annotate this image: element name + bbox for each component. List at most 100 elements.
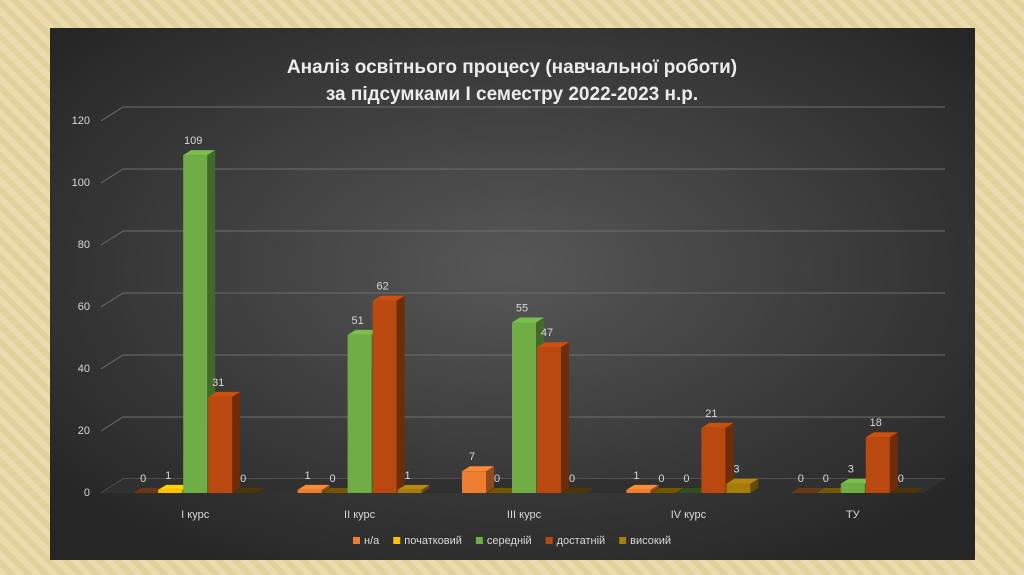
data-label: 51 (351, 315, 363, 327)
legend-label: н/а (364, 535, 380, 547)
bar-top (487, 488, 519, 493)
y-tick-label: 60 (78, 301, 90, 313)
data-label: 0 (140, 473, 146, 485)
grid-line (100, 230, 945, 246)
bar-front (701, 427, 726, 493)
bar (133, 488, 166, 493)
x-tick-label: І курс (181, 509, 210, 521)
legend-swatch (619, 537, 627, 544)
data-label: 3 (848, 464, 854, 476)
y-tick-label: 20 (78, 425, 90, 437)
grid-line (100, 354, 945, 370)
bar (790, 488, 823, 493)
data-label: 109 (184, 135, 202, 147)
y-tick-label: 40 (78, 363, 90, 375)
y-tick-label: 120 (72, 115, 90, 127)
data-label: 0 (330, 473, 336, 485)
bar-side (232, 391, 241, 493)
bar-top (183, 150, 216, 156)
legend-label: середній (487, 535, 532, 547)
y-tick-label: 0 (84, 487, 90, 499)
bar (726, 478, 759, 493)
bar-front (462, 471, 486, 493)
bar-side (561, 342, 569, 493)
bar-front (347, 334, 372, 493)
bar-top (233, 488, 266, 493)
data-label: 47 (541, 327, 553, 339)
bar (462, 466, 494, 493)
bar-front (372, 300, 397, 493)
legend-swatch (475, 537, 483, 544)
x-tick-label: ІІ курс (344, 509, 376, 521)
bar-top (372, 295, 405, 301)
bar-top (651, 488, 684, 493)
bar (815, 488, 848, 493)
bar-top (562, 488, 594, 493)
bar-front (626, 489, 651, 493)
data-label: 0 (798, 473, 804, 485)
bar-front (397, 489, 422, 493)
bar-top (890, 488, 923, 493)
bar-front (158, 489, 183, 493)
data-label: 31 (212, 377, 224, 389)
chart-subtitle: за підсумками І семестру 2022-2023 н.р. (326, 84, 698, 105)
bar (651, 488, 684, 493)
data-label: 1 (165, 470, 171, 482)
bar (322, 488, 355, 493)
data-label: 0 (823, 473, 829, 485)
bar-top (865, 432, 898, 438)
bar (297, 484, 330, 493)
bar-side (396, 295, 405, 493)
bar (562, 488, 594, 493)
bar-top (815, 488, 848, 493)
data-label: 21 (705, 408, 717, 420)
bar-top (322, 488, 355, 493)
bar-front (183, 155, 208, 493)
bar-top (726, 478, 759, 484)
bar (397, 484, 430, 493)
grid-line (100, 106, 945, 122)
y-tick-label: 80 (78, 239, 90, 251)
bar-front (512, 322, 536, 493)
bar-top (626, 484, 659, 490)
bar-side (421, 484, 430, 493)
bar (372, 295, 405, 493)
bar-top (537, 342, 569, 348)
bar (487, 488, 519, 493)
data-label: 0 (240, 473, 246, 485)
legend-swatch (353, 537, 360, 544)
bar-top (462, 466, 494, 472)
bar (233, 488, 266, 493)
grid-line (100, 168, 945, 184)
bar-top (208, 391, 241, 397)
bar-top (133, 488, 166, 493)
data-label: 3 (733, 464, 739, 476)
bar-side (650, 484, 659, 493)
bar-top (840, 478, 873, 484)
bar-front (840, 483, 865, 493)
data-label: 0 (898, 473, 904, 485)
bar-front (726, 483, 751, 493)
legend: н/а початковий середній достатній високий (353, 535, 671, 547)
bar (676, 488, 709, 493)
data-label: 1 (633, 470, 639, 482)
grid-line (100, 416, 945, 432)
data-label: 0 (494, 473, 500, 485)
legend-swatch (545, 537, 553, 544)
bar-top (790, 488, 823, 493)
data-label: 1 (405, 470, 411, 482)
bar-top (512, 317, 544, 323)
bar-top (701, 422, 734, 428)
y-tick-label: 100 (72, 177, 90, 189)
bar-top (397, 484, 430, 490)
bar-side (321, 484, 330, 493)
bar (865, 432, 898, 493)
x-tick-label: ТУ (846, 509, 861, 521)
bar-side (889, 432, 898, 493)
bar-top (676, 488, 709, 493)
x-tick-label: ІV курс (671, 509, 707, 521)
bar-front (208, 396, 233, 493)
data-label: 0 (569, 473, 575, 485)
bar-side (750, 478, 759, 493)
